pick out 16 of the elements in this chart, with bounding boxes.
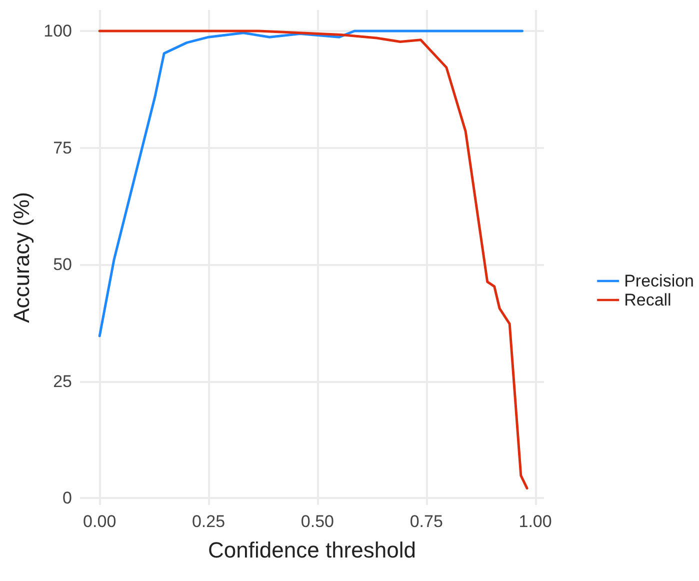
y-tick-label: 25 — [53, 372, 72, 391]
legend-label: Recall — [624, 290, 672, 310]
y-tick-label: 50 — [53, 255, 72, 274]
x-tick-label: 0.50 — [300, 512, 334, 531]
x-tick-label: 0.00 — [83, 512, 116, 531]
x-tick-label: 0.75 — [410, 512, 443, 531]
legend-label: Precision — [624, 272, 694, 290]
y-tick-label: 0 — [62, 488, 72, 508]
line-series — [98, 30, 524, 338]
y-axis-title: Accuracy (%) — [9, 192, 34, 323]
y-tick-label: 75 — [53, 138, 72, 158]
y-tick-label: 100 — [44, 22, 72, 41]
line-series — [98, 30, 528, 490]
x-tick-label: 0.25 — [192, 512, 226, 531]
x-axis-title: Confidence threshold — [208, 538, 416, 562]
x-tick-label: 1.00 — [518, 512, 552, 531]
